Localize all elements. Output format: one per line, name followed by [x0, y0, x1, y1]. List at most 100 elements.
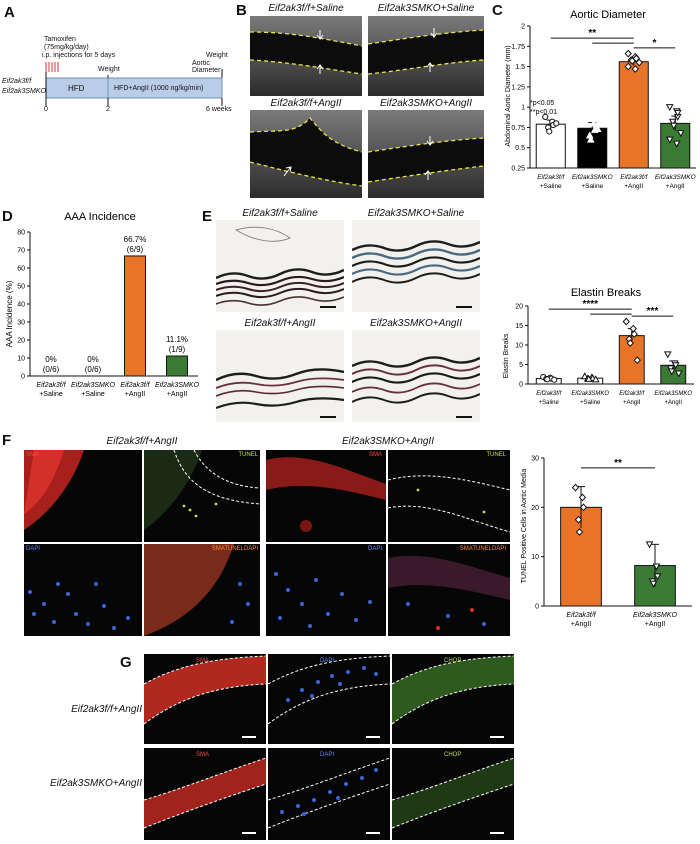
fluor-f-right-title: Eif2ak3SMKO+AngII [342, 436, 434, 447]
channel-label-chop: CHOP [444, 658, 462, 664]
x-tick-label: +AngII [571, 621, 591, 628]
y-tick-label: 40 [17, 302, 25, 309]
fluor-f-left-title: Eif2ak3f/f+AngII [106, 436, 178, 447]
data-point [652, 563, 661, 571]
chart-f-sig: ** [581, 458, 655, 469]
x-tick-label: +Saline [540, 183, 562, 190]
x-tick-label: Eif2ak3SMKO [655, 174, 696, 181]
x-tick-label: +AngII [666, 183, 685, 190]
x-tick-label: +AngII [645, 621, 665, 628]
chart-d-title: AAA Incidence [64, 211, 136, 223]
data-point [665, 104, 674, 112]
data-label: (6/9) [127, 245, 144, 254]
data-point [591, 375, 600, 383]
y-tick-label: 1 [521, 105, 525, 112]
panel-label-g: G [120, 654, 132, 671]
channel-label-chop: CHOP [444, 752, 462, 758]
chart-d-ticks: 0 10 20 30 40 50 60 70 80 [17, 230, 30, 381]
data-label: 0% [45, 355, 57, 364]
fluor-g-dapi-row2: DAPI [268, 748, 390, 840]
treatment-label: Tamoxifen [44, 36, 76, 43]
chart-c-xlabels: Eif2ak3f/f +Saline Eif2ak3SMKO +Saline Eif2a… [537, 174, 695, 190]
x-tick-label: Eif2ak3SMKO [633, 612, 678, 619]
channel-label-sma: SMA [196, 752, 210, 758]
bar [660, 122, 691, 169]
x-tick-label: Eif2ak3SMKO [654, 391, 692, 397]
end-weight-label: Weight [206, 52, 228, 59]
route-label: i.p. injections for 5 days [42, 52, 116, 59]
histology-image-tl [216, 220, 344, 312]
y-tick-label: 1.5 [515, 64, 525, 71]
data-point [542, 113, 549, 120]
x-tick-label: +AngII [623, 400, 641, 406]
panel-label-e: E [202, 208, 213, 225]
significance-stars: ** [588, 28, 596, 39]
data-point [622, 317, 630, 326]
data-point [586, 135, 595, 143]
data-point [653, 573, 662, 581]
data-point [667, 368, 676, 376]
x-tick-label: +AngII [167, 391, 187, 398]
data-point [665, 136, 674, 144]
x-tick-label: Eif2ak3f/f [619, 391, 645, 397]
channel-label-merge: SMATUNELDAPI [459, 546, 506, 552]
y-tick-label: 30 [17, 320, 25, 327]
fluor-f-sma-right: SMA [266, 450, 386, 542]
histology-image-tr [352, 220, 480, 312]
data-point [584, 374, 593, 382]
fluor-g-sma-row2: SMA [144, 748, 266, 840]
fluor-g-row1-label: Eif2ak3f/f+AngII [71, 704, 142, 715]
histology-image-bl [216, 330, 344, 422]
chart-aortic-diameter: Aortic Diameter Abdominal Aortic Diamete… [505, 9, 696, 190]
scale-bar [242, 832, 256, 834]
y-tick-label: 15 [515, 323, 523, 330]
bar [124, 255, 146, 377]
ultrasound-image-br [368, 110, 484, 198]
data-label: (0/6) [43, 365, 60, 374]
y-tick-label: 80 [17, 230, 25, 237]
channel-label-dapi: DAPI [367, 546, 382, 552]
y-tick-label: 0.5 [515, 145, 525, 152]
fluor-f-tunel-left: TUNEL [144, 450, 260, 542]
x-tick-label: Eif2ak3f/f [537, 174, 565, 181]
chart-f-points [571, 483, 662, 588]
data-point [626, 339, 634, 347]
channel-label-dapi: DAPI [320, 752, 335, 758]
fluor-f-merge-right: SMATUNELDAPI [388, 544, 510, 636]
data-point [624, 49, 632, 58]
channel-label-tunel: TUNEL [486, 452, 506, 458]
x-tick-label: +Saline [81, 391, 105, 398]
channel-label-sma: SMA [196, 658, 210, 664]
us-title-br: Eif2ak3SMKO+AngII [380, 98, 472, 109]
y-tick-label: 0 [519, 382, 523, 389]
data-point [632, 54, 640, 63]
chart-c-annotation-1: *p<0.05 [530, 100, 554, 107]
data-point [574, 515, 583, 524]
fluor-f-tunel-right: TUNEL [388, 450, 510, 542]
data-point [589, 119, 598, 127]
data-point [633, 356, 641, 365]
chart-c-annotation-2: **p<0.01 [530, 109, 557, 116]
data-label: 0% [87, 355, 99, 364]
x-tick-label: +Saline [581, 183, 603, 190]
x-tick-label: +Saline [580, 400, 601, 406]
chart-e-points [540, 317, 683, 383]
y-tick-label: 20 [17, 338, 25, 345]
significance-stars: **** [582, 299, 598, 310]
channel-label-merge: SMATUNELDAPI [211, 546, 258, 552]
chart-e-ticks: 0 5 10 15 20 [515, 304, 528, 389]
data-label: 66.7% [124, 235, 147, 244]
histo-title-tr: Eif2ak3SMKO+Saline [367, 208, 465, 219]
chart-e-bars [535, 328, 687, 385]
chart-c-bars [535, 57, 691, 169]
channel-label-sma: SMA [26, 452, 40, 458]
data-point [673, 109, 682, 117]
fluor-g-dapi-row1: DAPI [268, 654, 390, 744]
x-tick-label: Eif2ak3f/f [620, 174, 648, 181]
chart-f-bars [560, 486, 676, 607]
chart-c-title: Aortic Diameter [570, 9, 646, 21]
y-tick-label: 70 [17, 248, 25, 255]
timeline-svg [45, 62, 223, 106]
x-tick-label: Eif2ak3f/f [566, 612, 596, 619]
time-2-label: 2 [106, 106, 110, 113]
